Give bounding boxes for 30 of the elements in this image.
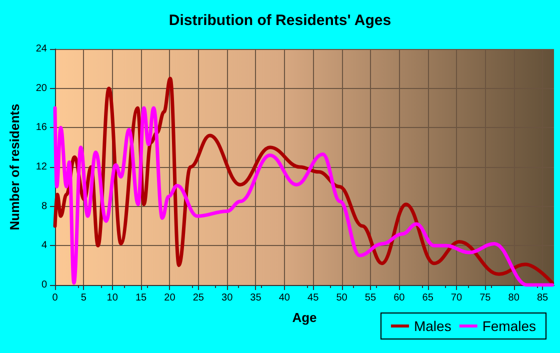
x-tick-label: 85 (536, 292, 549, 304)
x-tick-label: 45 (308, 292, 320, 304)
legend-label: Males (414, 318, 452, 334)
x-tick-label: 70 (450, 292, 462, 304)
x-tick-label: 35 (250, 292, 262, 304)
x-axis-title: Age (292, 310, 317, 325)
x-tick-label: 5 (80, 292, 87, 304)
x-tick-label: 25 (192, 292, 204, 304)
x-tick-label: 10 (106, 292, 118, 304)
x-tick-label: 20 (164, 292, 176, 304)
x-tick-label: 65 (422, 292, 434, 304)
y-axis-title: Number of residents (7, 104, 22, 230)
x-tick-label: 60 (394, 292, 406, 304)
y-tick-label: 24 (36, 44, 48, 54)
x-tick-label: 15 (135, 292, 148, 304)
y-tick-label: 4 (41, 240, 48, 252)
x-tick-label: 75 (480, 292, 492, 304)
y-tick-label: 20 (36, 82, 48, 94)
y-tick-label: 8 (41, 200, 48, 212)
y-tick-label: 0 (41, 280, 48, 290)
x-tick-label: 0 (52, 292, 58, 304)
x-tick-label: 80 (508, 292, 520, 304)
x-tick-label: 55 (364, 292, 376, 304)
x-tick-label: 50 (336, 292, 348, 304)
y-tick-label: 12 (36, 162, 48, 172)
legend-label: Females (482, 318, 536, 334)
x-tick-label: 30 (222, 292, 234, 304)
y-tick-label: 16 (36, 122, 48, 134)
x-tick-label: 40 (278, 292, 290, 304)
chart-title: Distribution of Residents' Ages (168, 12, 392, 29)
